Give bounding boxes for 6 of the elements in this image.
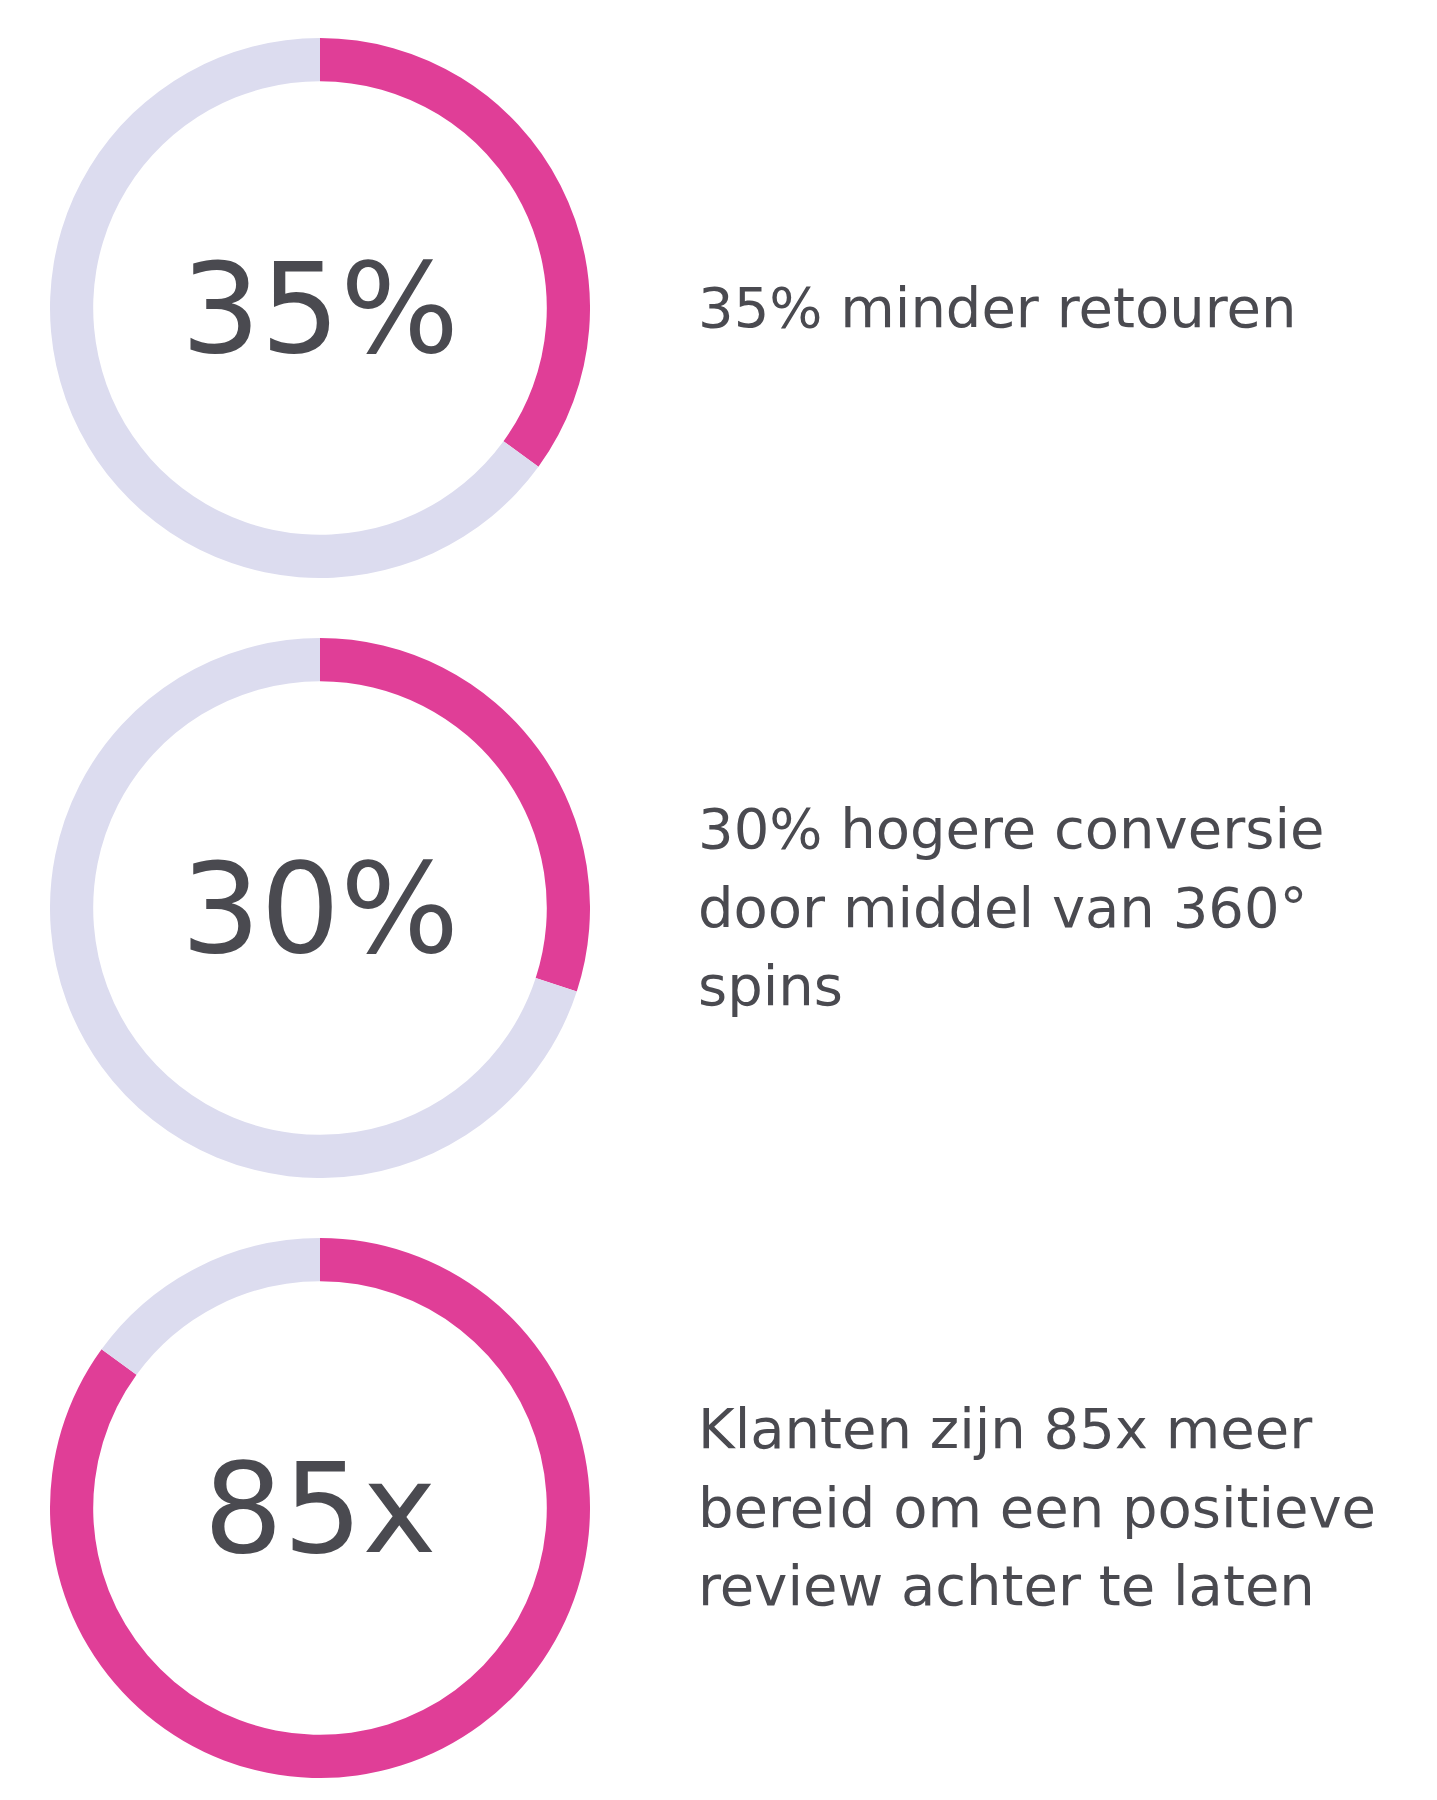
text: 35% [180, 234, 460, 383]
text: Klanten zijn 85x meer bereid om een positieve review achter te laten [698, 1395, 1378, 1621]
text: 30% hogere conversie door middel van 360° spins [698, 795, 1326, 1021]
text: 30% [180, 834, 460, 983]
text: 35% minder retouren [698, 273, 1298, 342]
text: 85x [50, 1238, 590, 1778]
